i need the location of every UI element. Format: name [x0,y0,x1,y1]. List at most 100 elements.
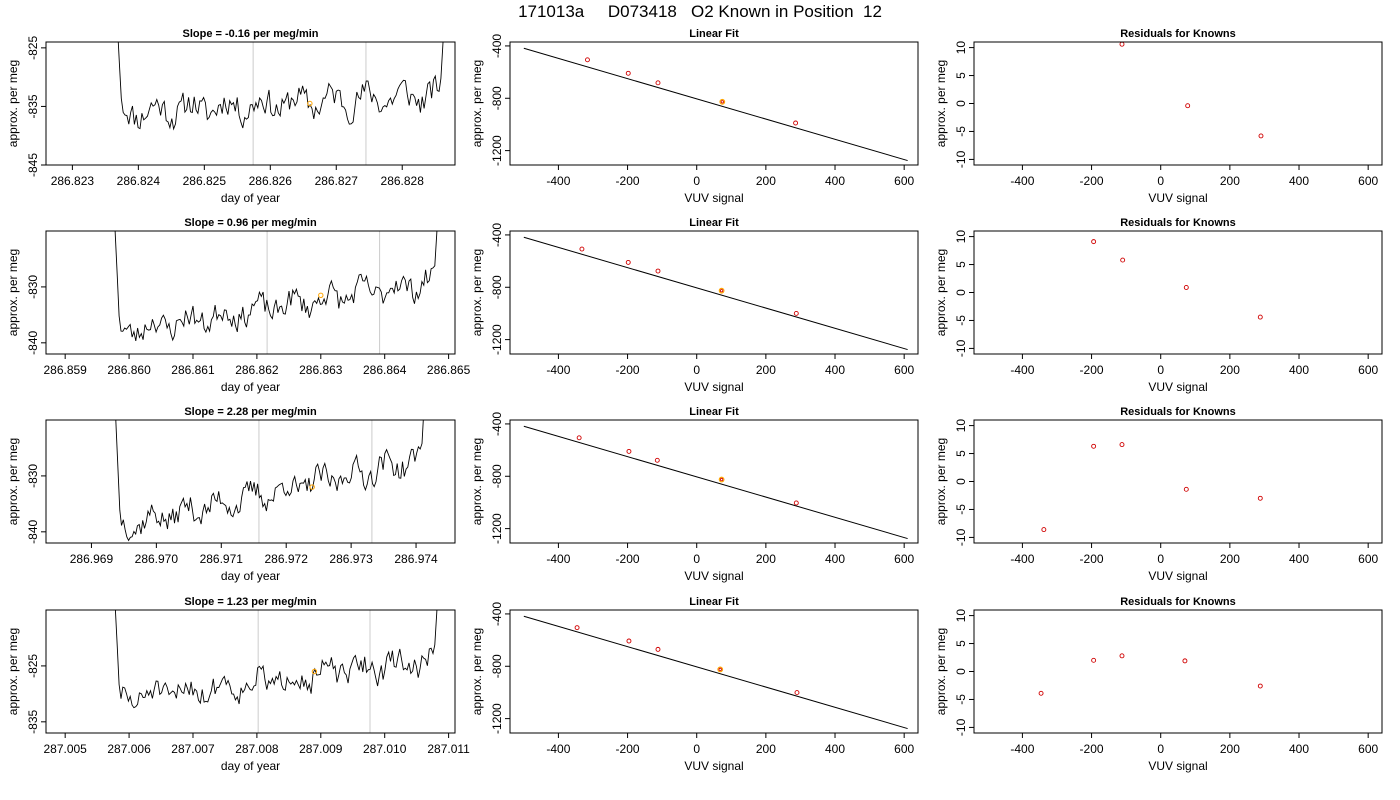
series-line [115,420,424,542]
plot-area [523,615,908,730]
plot-area [523,47,908,162]
y-tick-label: 5 [954,72,968,79]
x-tick-label: 287.008 [235,742,279,756]
x-tick-label: 400 [1289,363,1309,377]
panel-1-2: Linear Fit -400 -200 0 200 400 600 -400 -800 -120… [470,28,919,205]
data-point [1120,257,1126,263]
panel-title: Slope = 0.96 per meg/min [184,217,317,229]
panel-title: Residuals for Knowns [1120,406,1236,418]
y-tick-label: 10 [954,41,968,55]
x-tick-label: 286.862 [235,363,279,377]
x-tick-label: -400 [1010,174,1034,188]
x-tick-label: 286.827 [315,174,359,188]
x-axis-label: day of year [221,380,280,394]
y-tick-label: -400 [490,602,504,626]
y-tick-label: -1200 [490,703,504,734]
x-tick-label: 400 [1289,552,1309,566]
plot-area [117,42,444,165]
x-tick-label: 286.823 [51,174,95,188]
y-tick-label: -400 [490,412,504,436]
plot-frame [509,609,919,734]
y-tick-label: 0 [954,668,968,675]
x-tick-label: 286.973 [329,552,373,566]
x-tick-label: 286.972 [265,552,309,566]
y-tick-label: -1200 [490,513,504,544]
data-point [1038,690,1044,696]
x-tick-label: 286.969 [70,552,114,566]
x-tick-label: 600 [894,742,914,756]
y-tick-label: -825 [26,654,40,678]
data-point [1041,527,1047,533]
panel-title: Linear Fit [689,596,739,608]
x-tick-label: -200 [616,363,640,377]
x-tick-label: 0 [1157,742,1164,756]
x-tick-label: 400 [825,742,845,756]
x-axis-label: VUV signal [684,191,743,205]
y-tick-label: -825 [26,36,40,60]
y-axis-label: approx. per meg [6,438,20,525]
fit-line [523,425,908,540]
highlight-point [307,100,313,107]
plot-frame [45,230,456,355]
plot-area [114,231,438,354]
data-point [574,625,580,631]
y-axis-label: approx. per meg [470,438,484,525]
y-tick-label: -800 [490,654,504,678]
x-tick-label: 286.863 [299,363,343,377]
y-axis-label: approx. per meg [470,249,484,336]
plot-frame [973,41,1383,166]
y-tick-label: -840 [26,330,40,354]
x-tick-label: 0 [693,363,700,377]
y-tick-label: 10 [954,419,968,433]
x-tick-label: 400 [825,552,845,566]
plot-frame [45,419,456,544]
x-tick-label: -200 [1080,552,1104,566]
y-axis-label: approx. per meg [934,60,948,147]
x-tick-label: -400 [546,552,570,566]
x-tick-label: -400 [1010,742,1034,756]
plot-area [115,420,424,543]
panel-title: Linear Fit [689,28,739,40]
fit-line [523,236,908,351]
x-tick-label: 600 [1358,552,1378,566]
panel-2-3: Residuals for Knowns -400 -200 0 200 400 600 -1… [934,217,1383,394]
plot-area [1119,42,1264,139]
panel-4-1: Slope = 1.23 per meg/min 287.005 287.006 28… [6,596,470,773]
y-tick-label: -835 [26,94,40,118]
y-tick-label: 0 [954,289,968,296]
data-point [793,310,799,316]
x-tick-label: -200 [616,552,640,566]
x-tick-label: 0 [1157,174,1164,188]
data-point [1257,683,1263,689]
data-point [1183,285,1189,290]
x-tick-label: 600 [894,363,914,377]
y-tick-label: -5 [954,126,968,137]
panel-title: Residuals for Knowns [1120,596,1236,608]
x-tick-label: 600 [1358,742,1378,756]
y-tick-label: -10 [954,718,968,736]
fit-line [523,47,908,162]
x-tick-label: 286.861 [171,363,215,377]
x-axis-label: VUV signal [1148,191,1207,205]
highlight-point [318,292,324,298]
y-tick-label: -5 [954,694,968,705]
x-tick-label: 286.865 [427,363,471,377]
data-point [1257,314,1263,320]
highlight-point [719,98,726,105]
fit-line [523,615,908,730]
x-tick-label: -400 [546,742,570,756]
y-axis-label: approx. per meg [6,628,20,715]
data-point [1119,42,1125,47]
x-tick-label: -400 [1010,363,1034,377]
highlight-point-inner [720,289,724,293]
data-point [1257,495,1263,501]
x-axis-label: VUV signal [1148,380,1207,394]
x-tick-label: 200 [756,363,776,377]
x-tick-label: 286.826 [249,174,293,188]
x-axis-label: VUV signal [684,380,743,394]
panel-4-2: Linear Fit -400 -200 0 200 400 600 -400 -800 -120… [470,596,919,773]
panel-title: Linear Fit [689,406,739,418]
x-tick-label: 287.009 [299,742,343,756]
x-tick-label: 400 [825,363,845,377]
plot-area [1091,239,1263,320]
